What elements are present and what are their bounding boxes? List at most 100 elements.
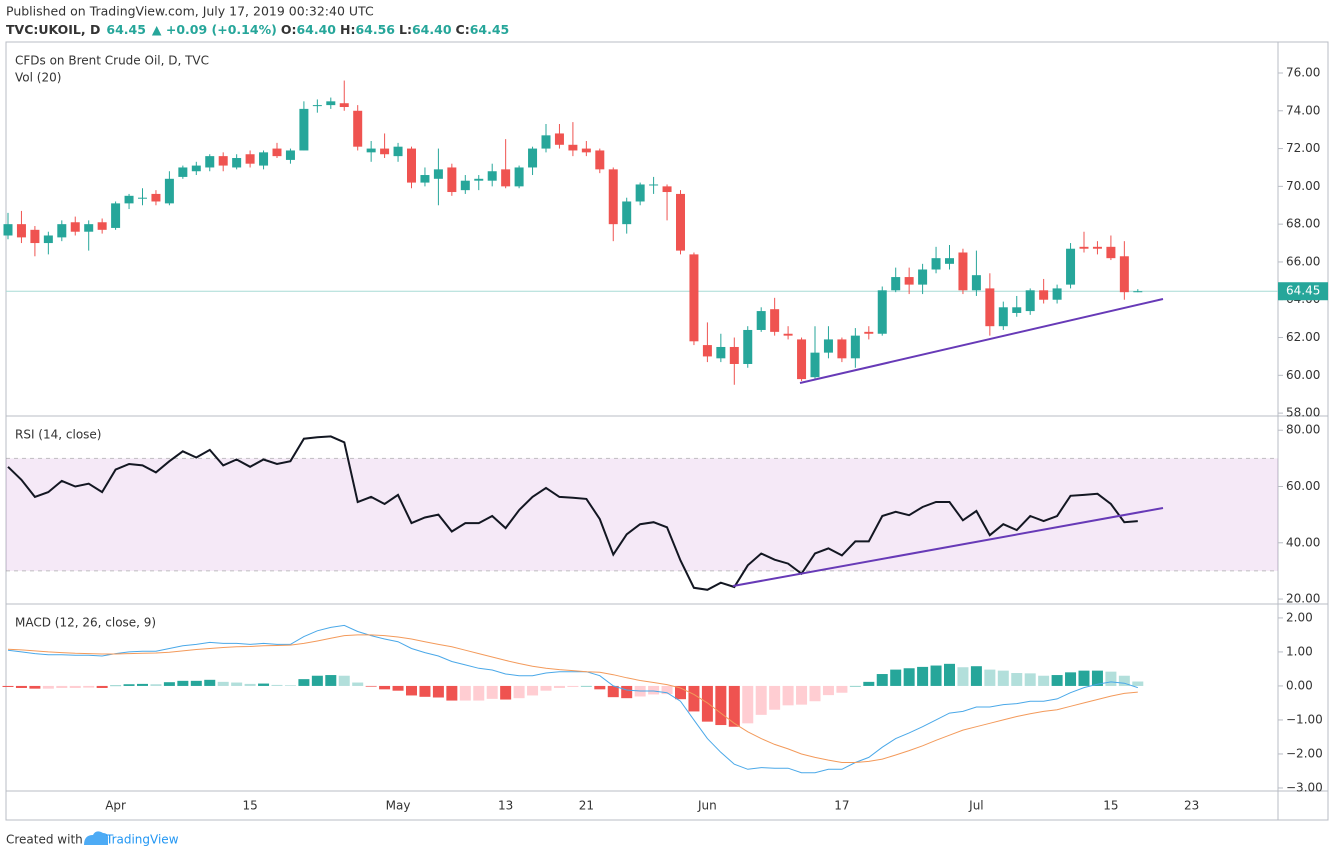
candle-body	[904, 277, 914, 285]
histogram-bar	[163, 682, 175, 686]
histogram-bar	[580, 685, 592, 687]
y-tick-label: 60.00	[1286, 479, 1320, 493]
histogram-bar	[338, 675, 350, 686]
histogram-bar	[1024, 673, 1036, 686]
histogram-bar	[365, 685, 377, 687]
histogram-bar	[648, 685, 660, 695]
change: ▲ +0.09 (+0.14%)	[152, 22, 277, 37]
histogram-bar	[311, 675, 323, 686]
x-tick-label: Jun	[697, 799, 717, 813]
histogram-bar	[177, 680, 189, 686]
open: 64.40	[296, 22, 336, 37]
histogram-bar	[970, 666, 982, 686]
candle-body	[272, 148, 282, 157]
histogram-bar	[984, 669, 996, 686]
low: 64.40	[412, 22, 452, 37]
histogram-bar	[1105, 671, 1117, 686]
candle-body	[595, 150, 605, 170]
candle-body	[797, 339, 807, 380]
histogram-bar	[325, 675, 337, 686]
candle-body	[218, 156, 228, 166]
histogram-bar	[459, 685, 471, 701]
candle-body	[124, 195, 134, 204]
candle-body	[259, 152, 269, 166]
histogram-bar	[258, 683, 270, 686]
y-tick-label: 2.00	[1286, 610, 1313, 624]
y-tick-label: −1.00	[1286, 712, 1323, 726]
candle-body	[783, 333, 793, 336]
candle-body	[864, 331, 874, 334]
histogram-bar	[701, 685, 713, 722]
histogram-bar	[997, 670, 1009, 686]
candle-body	[850, 335, 860, 359]
histogram-bar	[473, 685, 485, 701]
y-tick-label: 70.00	[1286, 179, 1320, 193]
histogram-bar	[123, 684, 135, 686]
candle-body	[353, 110, 363, 147]
histogram-bar	[69, 685, 81, 688]
rsi-band	[6, 458, 1278, 571]
candle-body	[366, 148, 376, 153]
histogram-bar	[527, 685, 539, 696]
candle-body	[891, 277, 901, 291]
candle-body	[729, 346, 739, 364]
histogram-bar	[56, 685, 68, 688]
candle-body	[581, 148, 591, 153]
histogram-bar	[352, 682, 364, 686]
x-tick-label: 15	[1103, 799, 1118, 813]
rsi-trend-line	[732, 507, 1164, 587]
candle-body	[568, 144, 578, 151]
histogram-bar	[540, 685, 552, 691]
histogram-bar	[446, 685, 458, 701]
price-title: CFDs on Brent Crude Oil, D, TVC	[15, 54, 209, 68]
close-label: C:	[456, 22, 470, 37]
last: 64.45	[106, 22, 146, 37]
candle-body	[339, 103, 349, 108]
candle-body	[998, 307, 1008, 327]
y-tick-label: 66.00	[1286, 254, 1320, 268]
histogram-bar	[822, 685, 834, 696]
published-note: Published on TradingView.com, July 17, 2…	[6, 4, 374, 19]
histogram-bar	[486, 685, 498, 699]
histogram-bar	[876, 674, 888, 686]
candle-body	[689, 254, 699, 342]
histogram-bar	[567, 685, 579, 687]
histogram-bar	[284, 685, 296, 686]
histogram-bar	[432, 685, 444, 698]
line	[7, 435, 1138, 591]
candle-body	[205, 156, 215, 168]
candle-body	[474, 178, 484, 181]
y-tick-label: 76.00	[1286, 65, 1320, 79]
histogram-bar	[594, 685, 606, 690]
candle-body	[487, 171, 497, 181]
histogram-bar	[244, 683, 256, 686]
symbol-line: TVC:UKOIL, D 64.45 ▲ +0.09 (+0.14%) O:64.40…	[6, 22, 509, 37]
candle-body	[70, 222, 80, 232]
footer-brand[interactable]: TradingView	[105, 833, 179, 847]
histogram-bar	[96, 685, 108, 688]
histogram-bar	[836, 685, 848, 693]
candle-body	[931, 258, 941, 270]
price-label-box	[1278, 282, 1328, 301]
candle-body	[57, 224, 67, 238]
candle-body	[702, 345, 712, 357]
histogram-bar	[42, 685, 54, 689]
candle-body	[191, 165, 201, 172]
candle-body	[420, 175, 430, 183]
candle-body	[1106, 246, 1116, 259]
candle-body	[608, 169, 618, 225]
candle-body	[43, 235, 53, 244]
histogram-bar	[110, 685, 122, 687]
candle-body	[151, 193, 161, 202]
price-label: 64.45	[1286, 284, 1320, 298]
candle-body	[1133, 291, 1143, 293]
open-label: O:	[281, 22, 297, 37]
candle-body	[1079, 246, 1089, 249]
candle-body	[528, 148, 538, 168]
histogram-bar	[621, 685, 633, 699]
candle-body	[622, 201, 632, 225]
histogram-bar	[890, 669, 902, 686]
x-tick-label: 17	[834, 799, 849, 813]
candle-body	[918, 269, 928, 285]
